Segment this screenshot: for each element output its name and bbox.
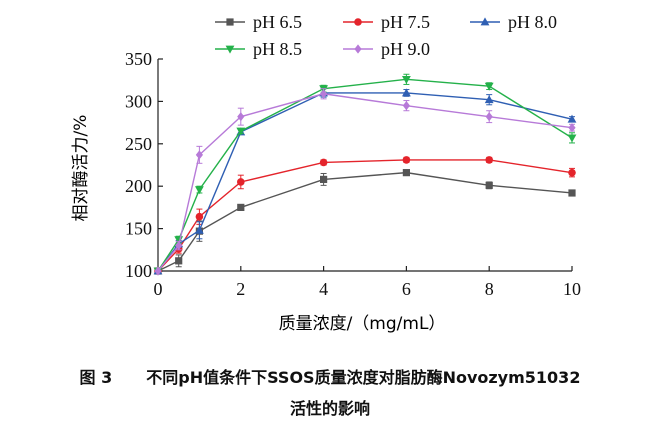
- legend-item: pH 8.0: [470, 12, 557, 32]
- x-tick-label: 2: [236, 279, 245, 299]
- data-point: [154, 266, 162, 276]
- y-tick-label: 350: [125, 49, 152, 69]
- data-point: [236, 127, 246, 136]
- data-point: [320, 175, 328, 184]
- y-tick-label: 200: [125, 176, 152, 196]
- legend-marker: [226, 18, 234, 26]
- x-tick-label: 4: [319, 279, 328, 299]
- series-line: [157, 171, 573, 272]
- series-line: [157, 78, 573, 272]
- data-point: [237, 203, 245, 211]
- x-tick-label: 0: [154, 279, 163, 299]
- series-pH-6_5: [154, 169, 576, 275]
- series-pH-7_5: [154, 156, 576, 275]
- data-point: [568, 189, 576, 197]
- legend-label: pH 8.5: [253, 39, 302, 59]
- y-tick-label: 250: [125, 134, 152, 154]
- data-point: [485, 112, 493, 122]
- legend-marker: [354, 44, 362, 54]
- data-point: [402, 75, 411, 84]
- data-point: [237, 112, 245, 122]
- data-point: [175, 257, 183, 265]
- series-line: [157, 93, 573, 272]
- data-point: [568, 123, 576, 133]
- figure-title-continued: 活性的影响: [289, 399, 370, 418]
- legend-item: pH 6.5: [215, 12, 302, 32]
- data-point: [195, 212, 204, 221]
- y-tick-label: 300: [125, 91, 152, 111]
- figure-caption-line-1: 图 3 不同pH值条件下SSOS质量浓度对脂肪酶Novozym51032: [0, 364, 660, 388]
- x-tick-label: 10: [563, 279, 581, 299]
- series-pH-8_0: [153, 88, 577, 275]
- legend-label: pH 6.5: [253, 12, 302, 32]
- data-point: [237, 178, 245, 186]
- legend-marker: [354, 18, 362, 26]
- figure-caption-line-2: 活性的影响: [0, 395, 660, 419]
- data-point: [485, 181, 493, 189]
- data-point: [402, 169, 410, 177]
- line-chart: pH 6.5 pH 7.5 pH 8.0pH 8.5 pH 9.0 100150200…: [71, 12, 581, 334]
- chart-legend: pH 6.5 pH 7.5 pH 8.0 pH 8.5 pH 9.0: [215, 12, 557, 59]
- y-tick-label: 150: [125, 219, 152, 239]
- chart-series: [153, 73, 577, 276]
- data-point: [175, 240, 183, 251]
- data-point: [484, 95, 494, 104]
- data-point: [402, 88, 411, 97]
- series-pH-8_5: [153, 73, 577, 276]
- legend-item: pH 8.5: [215, 39, 302, 59]
- y-tick-label: 100: [125, 261, 152, 281]
- data-point: [195, 225, 204, 234]
- y-axis-label: 相对酶活力/%: [71, 115, 91, 222]
- legend-item: pH 9.0: [343, 39, 430, 59]
- x-tick-label: 8: [485, 279, 494, 299]
- series-line: [157, 92, 573, 272]
- legend-label: pH 8.0: [508, 12, 557, 32]
- legend-item: pH 7.5: [343, 12, 430, 32]
- x-axis-label: 质量浓度/（mg/mL）: [279, 314, 446, 334]
- chart-axes: 100 150 200 250 300 350 0 2 4 6 8 10: [125, 49, 581, 299]
- data-point: [195, 186, 204, 195]
- x-tick-label: 6: [402, 279, 411, 299]
- data-point: [568, 168, 576, 177]
- legend-label: pH 7.5: [381, 12, 430, 32]
- data-point: [195, 150, 203, 160]
- data-point: [319, 158, 328, 167]
- data-point: [402, 156, 411, 164]
- data-point: [484, 82, 494, 91]
- figure-title: 不同pH值条件下SSOS质量浓度对脂肪酶Novozym51032: [146, 368, 581, 387]
- legend-label: pH 9.0: [381, 39, 430, 59]
- data-point: [567, 134, 577, 143]
- data-point: [567, 114, 577, 123]
- legend-marker: [480, 17, 490, 26]
- series-pH-9_0: [154, 88, 576, 276]
- series-line: [157, 159, 573, 272]
- legend-marker: [225, 45, 235, 54]
- data-point: [485, 156, 494, 164]
- data-point: [402, 101, 410, 111]
- figure-number: 图 3: [79, 368, 113, 387]
- data-point: [320, 89, 328, 99]
